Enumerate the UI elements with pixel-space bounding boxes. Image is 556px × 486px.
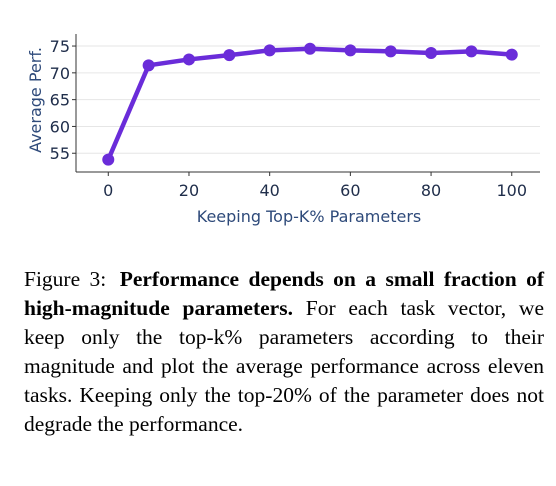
y-tick-label: 55 — [50, 144, 70, 163]
data-point — [102, 153, 115, 166]
x-tick-label: 60 — [340, 181, 360, 200]
x-tick-label: 0 — [103, 181, 113, 200]
axes — [72, 34, 540, 176]
x-axis-title: Keeping Top-K% Parameters — [197, 207, 422, 226]
y-tick-label: 60 — [50, 117, 70, 136]
data-point — [505, 48, 518, 61]
data-point — [223, 49, 236, 62]
y-tick-label: 75 — [50, 37, 70, 56]
caption-text: For each task vector, we keep only the t… — [24, 296, 545, 436]
data-point — [304, 42, 317, 55]
y-axis-title: Average Perf. — [26, 47, 45, 153]
series — [102, 42, 518, 166]
x-tick-label: 40 — [259, 181, 279, 200]
data-point — [344, 44, 357, 57]
chart: 0 20 40 60 80 100 55 60 65 70 75 Keeping Top-K% Pa… — [26, 34, 540, 226]
data-point — [425, 47, 438, 60]
data-point — [384, 45, 397, 58]
data-point — [182, 53, 195, 66]
data-point — [142, 59, 155, 72]
x-tick-label: 20 — [179, 181, 199, 200]
caption-label: Figure 3: — [24, 267, 107, 291]
x-tick-label: 100 — [496, 181, 527, 200]
figure-caption: Figure 3: Performance depends on a small… — [24, 265, 544, 439]
y-tick-label: 65 — [50, 91, 70, 110]
data-point — [465, 45, 478, 58]
x-tick-label: 80 — [421, 181, 441, 200]
y-tick-label: 70 — [50, 64, 70, 83]
tick-labels: 0 20 40 60 80 100 55 60 65 70 75 — [50, 37, 527, 200]
caption-bold-title: Performance depends on a small fraction … — [24, 267, 545, 320]
series-line — [106, 46, 512, 161]
data-point — [263, 44, 276, 57]
